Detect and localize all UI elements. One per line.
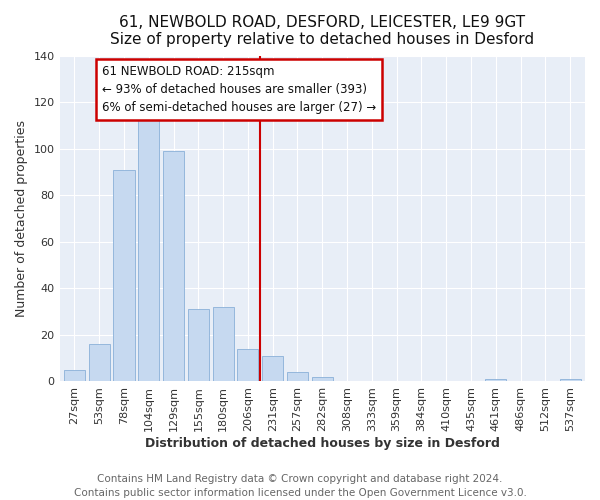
Title: 61, NEWBOLD ROAD, DESFORD, LEICESTER, LE9 9GT
Size of property relative to detac: 61, NEWBOLD ROAD, DESFORD, LEICESTER, LE… bbox=[110, 15, 535, 48]
Bar bbox=[312, 377, 333, 382]
Bar bbox=[212, 307, 233, 382]
Bar bbox=[560, 379, 581, 382]
Bar bbox=[89, 344, 110, 382]
Text: 61 NEWBOLD ROAD: 215sqm
← 93% of detached houses are smaller (393)
6% of semi-de: 61 NEWBOLD ROAD: 215sqm ← 93% of detache… bbox=[101, 65, 376, 114]
Bar bbox=[113, 170, 134, 382]
Bar bbox=[64, 370, 85, 382]
Y-axis label: Number of detached properties: Number of detached properties bbox=[15, 120, 28, 317]
Text: Contains HM Land Registry data © Crown copyright and database right 2024.
Contai: Contains HM Land Registry data © Crown c… bbox=[74, 474, 526, 498]
Bar bbox=[188, 310, 209, 382]
Bar bbox=[485, 379, 506, 382]
Bar bbox=[287, 372, 308, 382]
Bar bbox=[138, 114, 160, 382]
X-axis label: Distribution of detached houses by size in Desford: Distribution of detached houses by size … bbox=[145, 437, 500, 450]
Bar bbox=[238, 349, 259, 382]
Bar bbox=[163, 151, 184, 382]
Bar bbox=[262, 356, 283, 382]
